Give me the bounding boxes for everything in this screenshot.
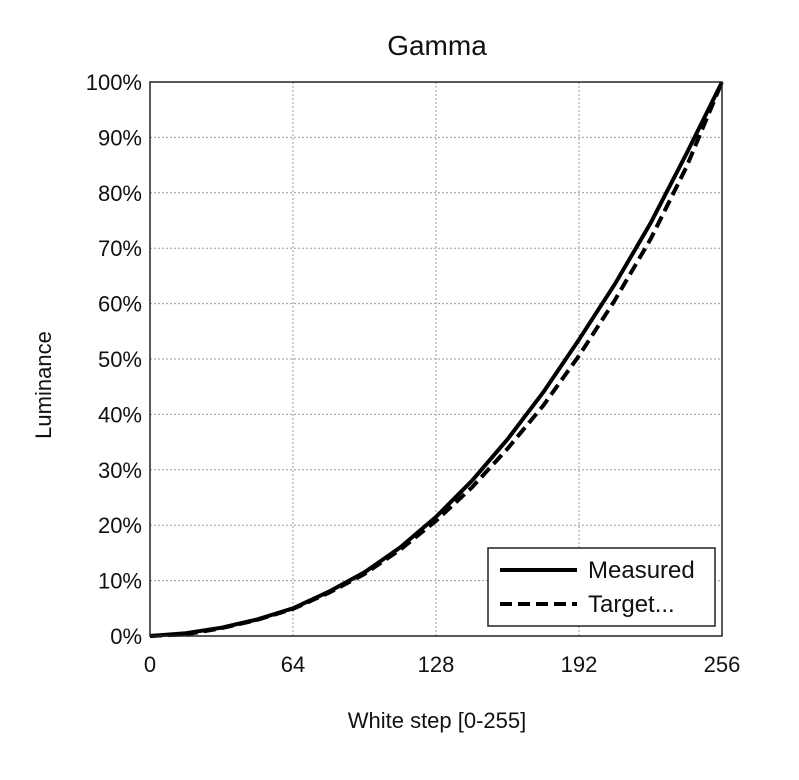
x-tick-label: 192 [561, 652, 598, 677]
y-tick-label: 80% [98, 181, 142, 206]
x-axis-label: White step [0-255] [348, 708, 527, 733]
y-tick-label: 10% [98, 569, 142, 594]
y-tick-label: 90% [98, 125, 142, 150]
x-tick-label: 0 [144, 652, 156, 677]
y-tick-label: 50% [98, 347, 142, 372]
legend: Measured Target... [487, 547, 716, 627]
y-tick-label: 30% [98, 458, 142, 483]
y-tick-label: 70% [98, 236, 142, 261]
y-tick-label: 60% [98, 292, 142, 317]
legend-box [487, 547, 716, 627]
y-tick-label: 100% [86, 70, 142, 95]
tick-labels: 0 64 128 192 256 0% 10% 20% 30% 40% 50% 60% 70% 80% 90… [86, 70, 741, 677]
legend-label-target: Target... [588, 591, 675, 618]
y-axis-label: Luminance [31, 331, 56, 439]
y-tick-label: 40% [98, 402, 142, 427]
plot-frame [149, 81, 723, 637]
x-tick-label: 256 [704, 652, 741, 677]
y-tick-label: 0% [110, 624, 142, 649]
chart-title: Gamma [387, 30, 487, 61]
legend-label-measured: Measured [588, 557, 695, 584]
x-tick-label: 64 [281, 652, 305, 677]
y-tick-label: 20% [98, 513, 142, 538]
series-lines [149, 81, 724, 638]
grid-lines [150, 82, 722, 636]
x-tick-label: 128 [418, 652, 455, 677]
series-line-target [149, 81, 724, 638]
